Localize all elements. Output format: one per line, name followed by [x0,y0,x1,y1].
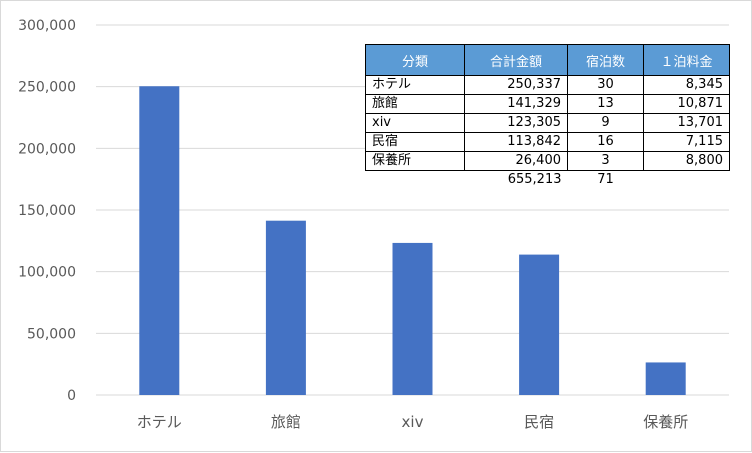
cell-total-empty [644,171,730,190]
bars [139,86,686,395]
cell-category: xiv [365,113,465,133]
cell-grand-total-nights: 71 [597,172,614,187]
summary-table: 分類 合計金額 宿泊数 １泊料金 ホテル 250,337 30 8,345 旅館… [365,44,730,189]
bar [519,254,560,395]
y-tick-label: 100,000 [18,265,76,281]
cell-total-amount: 250,337 [464,75,568,95]
x-tick-label: 保養所 [643,413,688,431]
cell-per-night: 8,800 [643,151,730,171]
y-tick-label: 50,000 [27,326,76,342]
x-tick-label: 民宿 [524,413,554,431]
bar [265,220,306,395]
table-row: xiv 123,305 9 13,701 [365,113,730,133]
cell-category: 保養所 [365,151,465,171]
cell-per-night: 10,871 [643,94,730,114]
table-row: 保養所 26,400 3 8,800 [365,151,730,171]
cell-category: 民宿 [365,132,465,152]
cell-per-night: 8,345 [643,75,730,95]
header-total-amount: 合計金額 [464,44,568,76]
x-tick-label: ホテル [137,413,182,431]
x-axis-ticks: ホテル 旅館 xiv 民宿 保養所 [137,413,688,431]
cell-total-empty [366,171,465,190]
cell-category: 旅館 [365,94,465,114]
cell-grand-total-amount: 655,213 [507,172,562,187]
x-tick-label: 旅館 [271,413,301,431]
table-row: 民宿 113,842 16 7,115 [365,132,730,152]
cell-category: ホテル [365,75,465,95]
y-tick-label: 200,000 [18,141,76,157]
table-row: 旅館 141,329 13 10,871 [365,94,730,114]
cell-nights: 3 [567,151,644,171]
header-nights: 宿泊数 [567,44,644,76]
cell-per-night: 7,115 [643,132,730,152]
table-header-row: 分類 合計金額 宿泊数 １泊料金 [365,44,730,76]
bar [645,362,686,395]
cell-total-amount: 123,305 [464,113,568,133]
cell-total-amount: 26,400 [464,151,568,171]
header-category: 分類 [365,44,465,76]
x-tick-label: xiv [402,413,424,431]
table-row: ホテル 250,337 30 8,345 [365,75,730,95]
table-total-row: 655,213 71 [366,171,730,190]
cell-total-amount: 141,329 [464,94,568,114]
y-tick-label: 300,000 [18,18,76,34]
cell-total-amount: 113,842 [464,132,568,152]
cell-per-night: 13,701 [643,113,730,133]
cell-nights: 30 [567,75,644,95]
cell-nights: 16 [567,132,644,152]
y-axis-ticks: 0 50,000 100,000 150,000 200,000 250,000 300,0… [18,18,76,404]
bar [392,242,433,395]
cell-nights: 13 [567,94,644,114]
y-tick-label: 250,000 [18,80,76,96]
bar [139,86,180,395]
header-per-night: １泊料金 [643,44,730,76]
y-tick-label: 150,000 [18,203,76,219]
y-tick-label: 0 [67,388,76,404]
cell-nights: 9 [567,113,644,133]
